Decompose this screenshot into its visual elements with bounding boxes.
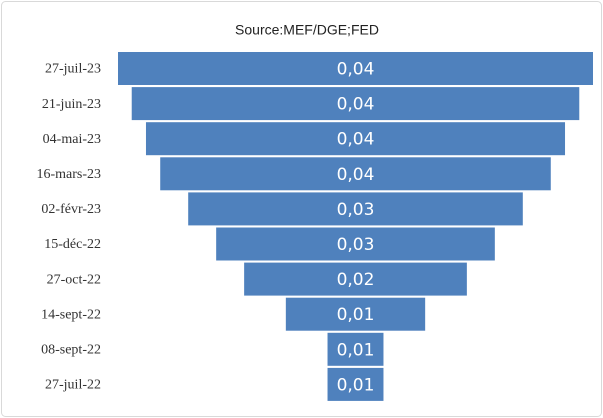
bar xyxy=(188,192,523,226)
category-label: 02-févr-23 xyxy=(41,202,101,217)
value-label: 0,03 xyxy=(337,235,375,255)
value-label: 0,01 xyxy=(337,340,375,360)
value-label: 0,01 xyxy=(337,305,375,325)
value-label: 0,04 xyxy=(337,130,375,150)
bar xyxy=(131,87,580,121)
category-label: 14-sept-22 xyxy=(41,307,101,322)
category-label: 27-juil-23 xyxy=(45,62,101,77)
category-label: 16-mars-23 xyxy=(36,167,101,182)
bar xyxy=(327,332,384,366)
bar xyxy=(118,52,593,85)
bar xyxy=(285,297,426,331)
value-label: 0,02 xyxy=(337,270,375,290)
value-label: 0,01 xyxy=(337,375,375,395)
value-label: 0,03 xyxy=(337,200,375,220)
category-label: 08-sept-22 xyxy=(41,343,101,358)
category-label: 04-mai-23 xyxy=(43,132,101,147)
bar xyxy=(160,157,551,191)
category-label: 27-juil-22 xyxy=(45,378,101,393)
chart-title: Source:MEF/DGE;FED xyxy=(235,22,379,38)
value-label: 0,04 xyxy=(337,165,375,185)
category-label: 21-juin-23 xyxy=(42,97,101,112)
bar xyxy=(216,227,495,261)
value-label: 0,04 xyxy=(337,60,375,80)
bar xyxy=(327,367,384,401)
bar xyxy=(244,262,467,296)
value-label: 0,04 xyxy=(337,95,375,115)
bar xyxy=(145,122,566,156)
category-label: 27-oct-22 xyxy=(47,272,101,287)
category-label: 15-déc-22 xyxy=(44,237,101,252)
